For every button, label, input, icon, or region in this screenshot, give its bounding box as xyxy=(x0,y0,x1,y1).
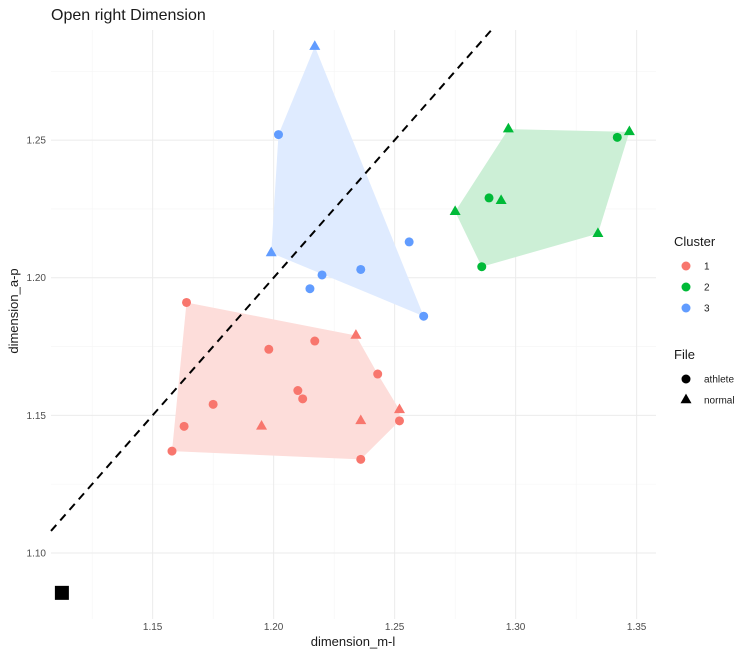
point-cluster-2-normal xyxy=(502,122,514,133)
point-cluster-1-athlete xyxy=(298,394,308,404)
point-cluster-1-athlete xyxy=(293,386,303,396)
data-points xyxy=(167,40,635,464)
point-cluster-3-normal xyxy=(309,40,321,50)
y-tick-label: 1.25 xyxy=(27,136,47,147)
legend-key-normal xyxy=(680,393,692,404)
point-cluster-2-athlete xyxy=(612,132,622,142)
point-cluster-1-normal xyxy=(256,420,268,430)
point-cluster-1-normal xyxy=(355,414,367,425)
legend-key-cluster-2 xyxy=(681,282,691,292)
point-cluster-1-athlete xyxy=(167,446,177,456)
point-cluster-3-athlete xyxy=(305,284,315,294)
point-cluster-2-normal xyxy=(592,227,604,237)
square-marker-shape xyxy=(54,585,69,600)
grid xyxy=(51,30,656,619)
point-cluster-3-athlete xyxy=(273,130,283,140)
point-cluster-3-athlete xyxy=(404,237,414,247)
hull-cluster-1 xyxy=(172,302,400,460)
point-cluster-2-normal xyxy=(495,194,507,204)
y-axis-title: dimension_a-p xyxy=(6,268,21,353)
legend-cluster-items: 1 2 3 xyxy=(681,261,710,315)
point-cluster-1-athlete xyxy=(179,421,189,431)
x-tick-label: 1.15 xyxy=(143,622,163,633)
cluster-hulls xyxy=(172,46,630,460)
legend-label-cluster-1: 1 xyxy=(704,262,710,273)
y-axis-ticks: 1.10 1.15 1.20 1.25 xyxy=(27,136,47,560)
legend-label-athlete: athlete xyxy=(704,375,734,386)
legend: Cluster 1 2 3 File athlete normal xyxy=(674,234,735,407)
x-tick-label: 1.20 xyxy=(264,622,284,633)
x-tick-label: 1.25 xyxy=(385,622,405,633)
chart-title: Open right Dimension xyxy=(51,7,206,24)
x-axis-title: dimension_m-l xyxy=(311,634,396,649)
point-cluster-1-athlete xyxy=(182,297,192,307)
reference-line xyxy=(50,29,493,532)
x-tick-label: 1.35 xyxy=(627,622,647,633)
point-cluster-3-normal xyxy=(265,246,277,257)
reference-line-segment xyxy=(50,29,493,532)
y-tick-label: 1.10 xyxy=(27,548,47,559)
legend-key-cluster-1 xyxy=(681,261,691,271)
point-cluster-2-normal xyxy=(623,125,635,136)
legend-label-normal: normal xyxy=(704,396,735,407)
point-cluster-1-normal xyxy=(393,403,405,414)
legend-file-title: File xyxy=(674,347,695,362)
legend-key-athlete xyxy=(681,374,691,384)
x-tick-label: 1.30 xyxy=(506,622,526,633)
legend-label-cluster-2: 2 xyxy=(704,283,710,294)
square-marker xyxy=(54,585,69,600)
point-cluster-1-athlete xyxy=(356,454,366,464)
y-tick-label: 1.20 xyxy=(27,273,47,284)
point-cluster-1-athlete xyxy=(208,399,218,409)
legend-file-items: athlete normal xyxy=(680,374,735,407)
x-axis-ticks: 1.15 1.20 1.25 1.30 1.35 xyxy=(143,622,647,633)
y-tick-label: 1.15 xyxy=(27,411,47,422)
point-cluster-1-athlete xyxy=(394,416,404,426)
point-cluster-3-athlete xyxy=(356,264,366,274)
point-cluster-2-athlete xyxy=(477,262,487,272)
hull-cluster-2 xyxy=(455,129,630,267)
point-cluster-2-normal xyxy=(449,205,461,215)
point-cluster-1-athlete xyxy=(264,344,274,354)
point-cluster-1-athlete xyxy=(310,336,320,346)
point-cluster-2-athlete xyxy=(484,193,494,203)
point-cluster-1-athlete xyxy=(373,369,383,379)
point-cluster-1-normal xyxy=(350,329,362,339)
hull-cluster-3 xyxy=(271,46,424,317)
point-cluster-3-athlete xyxy=(419,311,429,321)
legend-cluster-title: Cluster xyxy=(674,234,716,249)
point-cluster-3-athlete xyxy=(317,270,327,280)
legend-key-cluster-3 xyxy=(681,303,691,313)
legend-label-cluster-3: 3 xyxy=(704,304,710,315)
